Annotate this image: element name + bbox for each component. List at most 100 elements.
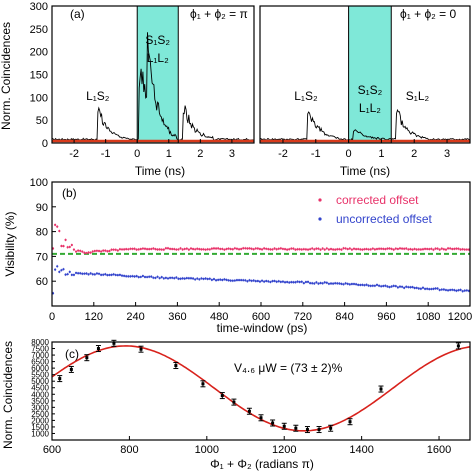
data-point [206, 248, 209, 251]
panel-c-ytick-label: 6000 [31, 364, 49, 373]
panel-c: Norm. Coincidences 600 800 1000 1200 1400 160… [1, 338, 471, 471]
data-point [133, 275, 136, 278]
data-point [123, 248, 126, 251]
panel-b-xtick-label: 1080 [416, 311, 440, 323]
panel-a-xtick-label: 1 [166, 148, 172, 160]
data-point [379, 387, 383, 391]
data-point [327, 282, 331, 285]
data-point [282, 424, 286, 428]
data-point [141, 274, 145, 278]
panel-a-left-xlabel: Time (ns) [135, 164, 185, 178]
panel-a-xtick-label: 2 [411, 148, 417, 160]
panel-b-ytick-label: 80 [36, 227, 48, 239]
data-point [185, 247, 188, 250]
data-point [319, 281, 322, 285]
panel-c-ytick-label: 7000 [31, 351, 49, 360]
data-point [145, 248, 149, 251]
data-point [434, 247, 437, 250]
data-point [279, 280, 282, 283]
data-point [346, 247, 349, 251]
data-point [175, 248, 178, 251]
panel-a-ytick-label: 150 [30, 70, 48, 82]
data-point [296, 280, 299, 283]
data-point [292, 281, 295, 284]
panel-b-ytick-label: 100 [30, 177, 48, 189]
data-point [154, 276, 157, 280]
data-point [74, 271, 78, 275]
data-point [212, 247, 216, 250]
data-point [95, 249, 99, 252]
panel-a-ylabel: Norm. Coincidences [0, 22, 13, 130]
data-point [400, 285, 404, 288]
data-point [95, 272, 99, 275]
data-point [174, 364, 178, 368]
data-point [256, 247, 259, 250]
data-point [423, 287, 427, 290]
data-point [325, 281, 328, 284]
data-point [288, 281, 291, 284]
data-point [225, 247, 228, 251]
panel-b-ylabel: Visibility (%) [3, 211, 17, 276]
panel-a-ytick-label: 100 [30, 92, 48, 104]
data-point [248, 247, 251, 250]
data-point [417, 248, 420, 251]
data-point [118, 248, 122, 251]
panel-c-xtick-label: 1600 [427, 444, 451, 456]
panel-b-xtick-label: 0 [49, 311, 55, 323]
data-point [426, 287, 429, 290]
data-point [321, 282, 324, 285]
data-point [279, 247, 282, 250]
data-point [434, 287, 437, 290]
data-point [58, 270, 61, 273]
data-point [373, 248, 377, 251]
data-point [227, 279, 230, 282]
data-point [296, 248, 299, 251]
peak-label: L₁L₂ [359, 101, 381, 115]
data-point [446, 247, 450, 250]
data-point [275, 280, 278, 283]
data-point [338, 282, 341, 285]
data-point [442, 248, 445, 251]
data-point [423, 247, 427, 250]
data-point [263, 280, 266, 283]
data-point [267, 248, 270, 251]
data-point [191, 277, 195, 280]
data-point [79, 272, 82, 275]
data-point [283, 281, 287, 284]
data-point [446, 289, 450, 292]
series-corrected [51, 223, 471, 255]
data-point [421, 286, 425, 289]
panel-a-ytick-label: 250 [30, 24, 48, 36]
data-point [221, 247, 224, 251]
data-point [346, 282, 349, 285]
panel-a-xtick-label: -1 [311, 148, 321, 160]
data-point [290, 280, 293, 284]
data-point [175, 276, 178, 279]
panel-c-ytick-label: 5500 [31, 371, 49, 380]
data-point [204, 277, 207, 280]
data-point [430, 287, 433, 291]
data-point [392, 248, 395, 251]
data-point [271, 421, 275, 425]
panel-c-label: (c) [65, 347, 79, 361]
data-point [242, 279, 245, 282]
data-point [173, 247, 176, 251]
panel-b-xlabel: time-window (ps) [217, 321, 308, 335]
data-point [210, 278, 213, 281]
data-point [263, 247, 266, 250]
data-point [409, 286, 412, 289]
data-point [300, 280, 303, 283]
data-point [229, 247, 232, 251]
data-point [432, 287, 435, 291]
data-point [179, 247, 182, 250]
data-point [196, 277, 199, 280]
peak-label: S₁S₂ [145, 33, 170, 47]
data-point [129, 247, 132, 250]
panel-a-yticks: 0 50 100 150 200 250 300 [30, 1, 48, 150]
panel-c-ytick-label: 3000 [31, 403, 49, 412]
data-point [244, 279, 247, 282]
data-point [179, 277, 182, 280]
data-point [237, 278, 241, 282]
data-point [214, 279, 218, 282]
